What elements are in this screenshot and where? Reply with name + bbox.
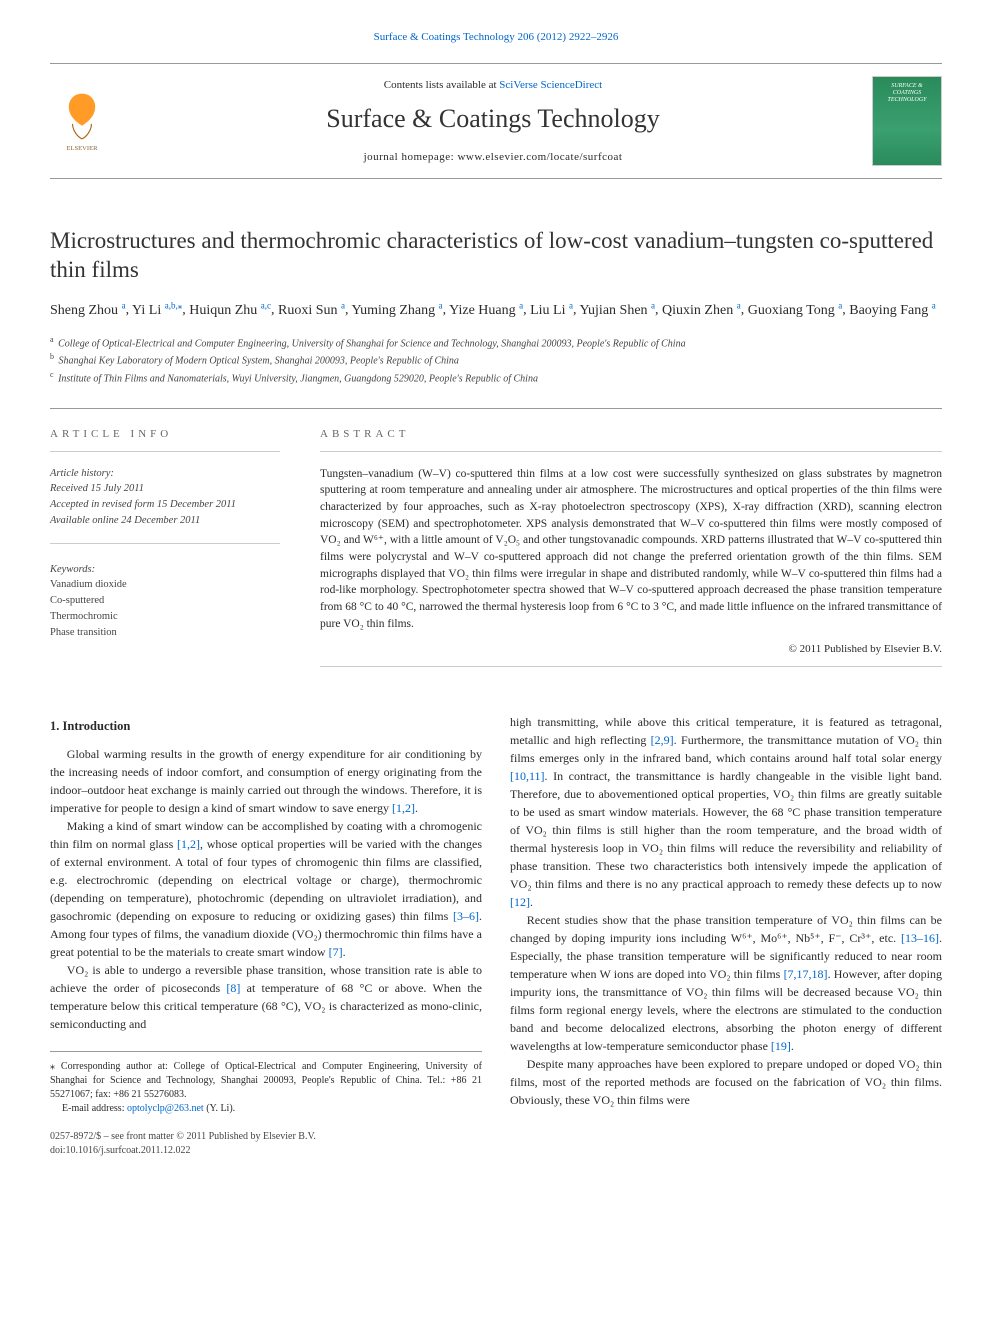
contents-line: Contents lists available at SciVerse Sci… bbox=[128, 78, 858, 93]
article-title: Microstructures and thermochromic charac… bbox=[50, 227, 942, 285]
author: Sheng Zhou a bbox=[50, 303, 126, 318]
para-2: Making a kind of smart window can be acc… bbox=[50, 817, 482, 961]
abstract-label: ABSTRACT bbox=[320, 427, 942, 451]
keywords-head: Keywords: bbox=[50, 562, 280, 578]
ref-link[interactable]: [3–6] bbox=[453, 909, 479, 923]
keyword: Co-sputtered bbox=[50, 593, 280, 609]
author: Yuming Zhang a bbox=[352, 303, 443, 318]
ref-link[interactable]: [7,17,18] bbox=[784, 967, 828, 981]
corresponding-author-note: ⁎ Corresponding author at: College of Op… bbox=[50, 1060, 482, 1102]
author: Ruoxi Sun a bbox=[278, 303, 345, 318]
column-left: 1. Introduction Global warming results i… bbox=[50, 713, 482, 1159]
journal-name: Surface & Coatings Technology bbox=[128, 101, 858, 137]
affiliation: c Institute of Thin Films and Nanomateri… bbox=[50, 369, 942, 386]
footnotes: ⁎ Corresponding author at: College of Op… bbox=[50, 1051, 482, 1116]
affiliations: a College of Optical-Electrical and Comp… bbox=[50, 334, 942, 386]
article-info-block: ARTICLE INFO Article history: Received 1… bbox=[50, 427, 280, 685]
ref-link[interactable]: [12] bbox=[510, 895, 530, 909]
ref-link[interactable]: [13–16] bbox=[901, 931, 939, 945]
author: Huiqun Zhu a,c bbox=[189, 303, 271, 318]
ref-link[interactable]: [8] bbox=[226, 981, 240, 995]
author: Liu Li a bbox=[530, 303, 573, 318]
header-center: Contents lists available at SciVerse Sci… bbox=[128, 78, 858, 165]
section-heading-intro: 1. Introduction bbox=[50, 717, 482, 736]
footer-meta: 0257-8972/$ – see front matter © 2011 Pu… bbox=[50, 1130, 482, 1158]
keyword: Phase transition bbox=[50, 625, 280, 641]
homepage-label: journal homepage: bbox=[364, 151, 458, 163]
journal-ref-link[interactable]: Surface & Coatings Technology 206 (2012)… bbox=[374, 31, 619, 43]
ref-link[interactable]: [7] bbox=[329, 945, 343, 959]
doi-line: doi:10.1016/j.surfcoat.2011.12.022 bbox=[50, 1144, 482, 1158]
email-link[interactable]: optolyclp@263.net bbox=[127, 1103, 204, 1114]
para-6: Despite many approaches have been explor… bbox=[510, 1055, 942, 1109]
email-line: E-mail address: optolyclp@263.net (Y. Li… bbox=[50, 1102, 482, 1116]
body-columns: 1. Introduction Global warming results i… bbox=[50, 713, 942, 1159]
email-who: (Y. Li). bbox=[204, 1103, 235, 1114]
keyword: Vanadium dioxide bbox=[50, 577, 280, 593]
history-revised: Accepted in revised form 15 December 201… bbox=[50, 497, 280, 513]
email-label: E-mail address: bbox=[62, 1103, 127, 1114]
history-online: Available online 24 December 2011 bbox=[50, 513, 280, 529]
elsevier-wordmark: ELSEVIER bbox=[66, 146, 98, 153]
history-received: Received 15 July 2011 bbox=[50, 481, 280, 497]
journal-header: ELSEVIER Contents lists available at Sci… bbox=[50, 63, 942, 179]
copyright: © 2011 Published by Elsevier B.V. bbox=[320, 642, 942, 657]
para-5: Recent studies show that the phase trans… bbox=[510, 911, 942, 1055]
homepage-line: journal homepage: www.elsevier.com/locat… bbox=[128, 150, 858, 165]
authors-line: Sheng Zhou a, Yi Li a,b,⁎, Huiqun Zhu a,… bbox=[50, 299, 942, 320]
ref-link[interactable]: [2,9] bbox=[651, 733, 674, 747]
issn-line: 0257-8972/$ – see front matter © 2011 Pu… bbox=[50, 1130, 482, 1144]
ref-link[interactable]: [10,11] bbox=[510, 769, 545, 783]
ref-link[interactable]: [1,2] bbox=[177, 837, 200, 851]
author: Qiuxin Zhen a bbox=[662, 303, 741, 318]
meta-row: ARTICLE INFO Article history: Received 1… bbox=[50, 408, 942, 685]
elsevier-logo: ELSEVIER bbox=[50, 85, 114, 157]
keywords-block: Keywords: Vanadium dioxideCo-sputteredTh… bbox=[50, 562, 280, 641]
sciencedirect-link[interactable]: SciVerse ScienceDirect bbox=[499, 79, 602, 91]
history-head: Article history: bbox=[50, 466, 280, 482]
column-right: high transmitting, while above this crit… bbox=[510, 713, 942, 1159]
para-4: high transmitting, while above this crit… bbox=[510, 713, 942, 911]
affiliation: b Shanghai Key Laboratory of Modern Opti… bbox=[50, 351, 942, 368]
author: Guoxiang Tong a bbox=[748, 303, 843, 318]
cover-title: SURFACE & COATINGS TECHNOLOGY bbox=[877, 83, 937, 103]
affiliation: a College of Optical-Electrical and Comp… bbox=[50, 334, 942, 351]
homepage-url[interactable]: www.elsevier.com/locate/surfcoat bbox=[457, 151, 622, 163]
author: Yujian Shen a bbox=[579, 303, 655, 318]
article-info-label: ARTICLE INFO bbox=[50, 427, 280, 451]
journal-ref-top: Surface & Coatings Technology 206 (2012)… bbox=[50, 30, 942, 45]
para-3: VO₂ is able to undergo a reversible phas… bbox=[50, 961, 482, 1033]
ref-link[interactable]: [1,2] bbox=[392, 801, 415, 815]
abstract-block: ABSTRACT Tungsten–vanadium (W–V) co-sput… bbox=[320, 427, 942, 685]
abstract-text: Tungsten–vanadium (W–V) co-sputtered thi… bbox=[320, 466, 942, 633]
author: Yize Huang a bbox=[449, 303, 523, 318]
ref-link[interactable]: [19] bbox=[771, 1039, 791, 1053]
contents-prefix: Contents lists available at bbox=[384, 79, 499, 91]
keyword: Thermochromic bbox=[50, 609, 280, 625]
para-1: Global warming results in the growth of … bbox=[50, 745, 482, 817]
journal-cover-thumb: SURFACE & COATINGS TECHNOLOGY bbox=[872, 76, 942, 166]
author: Baoying Fang a bbox=[849, 303, 935, 318]
article-history: Article history: Received 15 July 2011 A… bbox=[50, 466, 280, 529]
author: Yi Li a,b,⁎ bbox=[132, 303, 182, 318]
